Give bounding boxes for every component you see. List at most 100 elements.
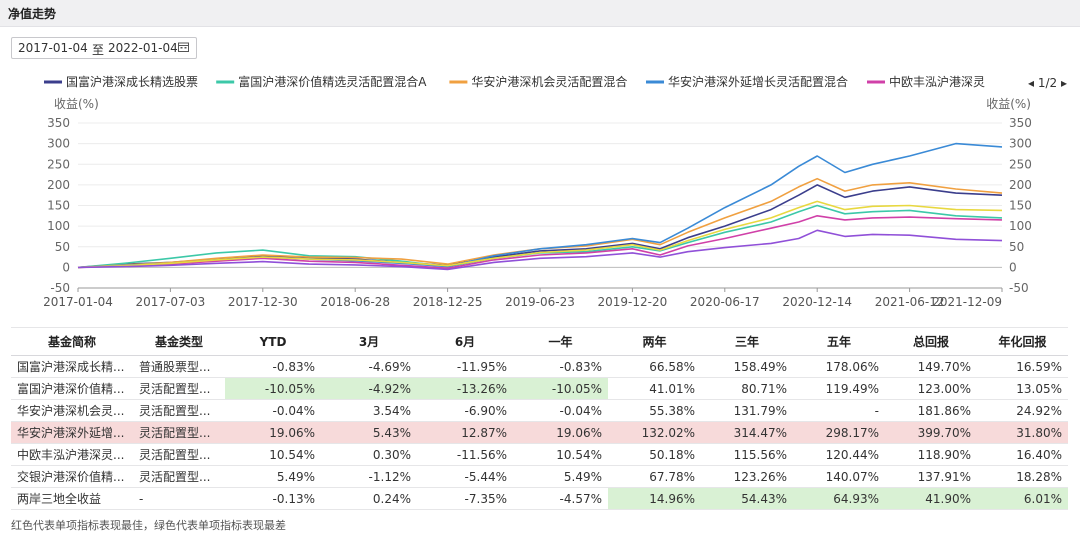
column-header[interactable]: 3月	[321, 327, 417, 356]
column-header[interactable]: 基金类型	[133, 327, 225, 356]
x-tick-label: 2017-12-30	[228, 295, 298, 309]
column-header[interactable]: 两年	[608, 327, 701, 356]
return-cell: 14.96%	[608, 487, 701, 510]
return-cell: -5.44%	[417, 465, 513, 488]
return-cell: -4.69%	[321, 355, 417, 378]
series-line	[77, 204, 1003, 269]
return-cell: 5.43%	[321, 421, 417, 444]
fund-name-cell[interactable]: 华安沪港深外延增...	[11, 421, 133, 444]
date-range-picker[interactable]: 2017-01-04 至 2022-01-04	[11, 37, 197, 59]
y-tick-label-right: 200	[1009, 178, 1032, 192]
return-cell: 118.90%	[885, 443, 977, 466]
table-row[interactable]: 国富沪港深成长精... 普通股票型... -0.83% -4.69% -11.95% -0…	[11, 355, 1068, 378]
return-cell: 3.54%	[321, 399, 417, 422]
table-row[interactable]: 富国沪港深价值精... 灵活配置型... -10.05% -4.92% -13.26% -…	[11, 377, 1068, 400]
return-cell: 41.90%	[885, 487, 977, 510]
x-tick-label: 2019-12-20	[598, 295, 668, 309]
table-row[interactable]: 华安沪港深机会灵... 灵活配置型... -0.04% 3.54% -6.90% -0.0…	[11, 399, 1068, 422]
fund-type-cell: 普通股票型...	[133, 355, 225, 378]
y-tick-label-right: 0	[1009, 260, 1017, 274]
x-tick-label: 2021-06-12	[875, 295, 945, 309]
fund-name-cell[interactable]: 交银沪港深价值精...	[11, 465, 133, 488]
y-tick-label-left: 350	[47, 116, 70, 130]
return-cell: -4.92%	[321, 377, 417, 400]
table-row[interactable]: 两岸三地全收益 - -0.13% 0.24% -7.35% -4.57% 14.96% 54.…	[11, 487, 1068, 510]
legend-label: 华安沪港深外延增长灵活配置混合	[668, 74, 848, 89]
x-tick-label: 2018-06-28	[320, 295, 390, 309]
return-cell: 123.00%	[885, 377, 977, 400]
return-cell: 24.92%	[977, 399, 1068, 422]
return-cell: 16.59%	[977, 355, 1068, 378]
y-tick-label-left: 250	[47, 157, 70, 171]
return-cell: 298.17%	[793, 421, 885, 444]
y-tick-label-right: 150	[1009, 199, 1032, 213]
legend-item: 富国沪港深价值精选灵活配置混合A	[216, 74, 427, 89]
return-cell: -10.05%	[513, 377, 608, 400]
date-range-end: 2022-01-04	[108, 41, 178, 55]
table-row[interactable]: 华安沪港深外延增... 灵活配置型... 19.06% 5.43% 12.87% 19.0…	[11, 421, 1068, 444]
return-cell: 314.47%	[701, 421, 793, 444]
return-cell: 158.49%	[701, 355, 793, 378]
return-cell: 123.26%	[701, 465, 793, 488]
return-cell: 41.01%	[608, 377, 701, 400]
fund-type-cell: -	[133, 487, 225, 510]
column-header[interactable]: 三年	[701, 327, 793, 356]
return-cell: -13.26%	[417, 377, 513, 400]
return-cell: 119.49%	[793, 377, 885, 400]
series-line	[77, 215, 1003, 269]
fund-name-cell[interactable]: 华安沪港深机会灵...	[11, 399, 133, 422]
return-cell: 140.07%	[793, 465, 885, 488]
return-cell: 19.06%	[513, 421, 608, 444]
return-cell: 10.54%	[225, 443, 321, 466]
table-row[interactable]: 中欧丰泓沪港深灵... 灵活配置型... 10.54% 0.30% -11.56% 10.…	[11, 443, 1068, 466]
return-cell: -6.90%	[417, 399, 513, 422]
return-cell: 120.44%	[793, 443, 885, 466]
legend-item: 中欧丰泓沪港深灵	[867, 74, 985, 89]
column-header[interactable]: YTD	[225, 327, 321, 356]
return-cell: 55.38%	[608, 399, 701, 422]
fund-type-cell: 灵活配置型...	[133, 421, 225, 444]
return-cell: 54.43%	[701, 487, 793, 510]
column-header[interactable]: 基金简称	[11, 327, 133, 356]
return-cell: 132.02%	[608, 421, 701, 444]
column-header[interactable]: 一年	[513, 327, 608, 356]
legend-item: 国富沪港深成长精选股票	[44, 74, 198, 89]
return-cell: 13.05%	[977, 377, 1068, 400]
fund-name-cell[interactable]: 国富沪港深成长精...	[11, 355, 133, 378]
y-tick-label-left: 50	[55, 240, 70, 254]
calendar-icon[interactable]	[178, 42, 189, 52]
y-tick-label-right: 50	[1009, 240, 1024, 254]
x-tick-label: 2020-12-14	[782, 295, 852, 309]
column-header[interactable]: 五年	[793, 327, 885, 356]
return-cell: 18.28%	[977, 465, 1068, 488]
panel-header: 净值走势	[0, 0, 1080, 27]
return-cell: -0.04%	[225, 399, 321, 422]
x-tick-label: 2018-12-25	[413, 295, 483, 309]
column-header[interactable]: 总回报	[885, 327, 977, 356]
return-cell: 131.79%	[701, 399, 793, 422]
legend-label: 中欧丰泓沪港深灵	[889, 74, 985, 89]
fund-name-cell[interactable]: 富国沪港深价值精...	[11, 377, 133, 400]
y-tick-label-left: 100	[47, 219, 70, 233]
series-line	[77, 200, 1003, 269]
x-tick-label: 2019-06-23	[505, 295, 575, 309]
y-tick-label-left: 300	[47, 137, 70, 151]
fund-name-cell[interactable]: 中欧丰泓沪港深灵...	[11, 443, 133, 466]
fund-name-cell[interactable]: 两岸三地全收益	[11, 487, 133, 510]
return-cell: 67.78%	[608, 465, 701, 488]
return-cell: -0.83%	[513, 355, 608, 378]
y-tick-label-right: 250	[1009, 157, 1032, 171]
column-header[interactable]: 年化回报	[977, 327, 1068, 356]
return-cell: 64.93%	[793, 487, 885, 510]
legend-item: 华安沪港深外延增长灵活配置混合	[646, 74, 848, 89]
return-cell: 181.86%	[885, 399, 977, 422]
legend-item: 华安沪港深机会灵活配置混合	[449, 74, 627, 89]
column-header[interactable]: 6月	[417, 327, 513, 356]
legend-next-button[interactable]: ▸	[1061, 76, 1068, 90]
return-cell: -0.83%	[225, 355, 321, 378]
legend-prev-button[interactable]: ◂	[1028, 76, 1035, 90]
y-tick-label-left: 200	[47, 178, 70, 192]
legend-page-indicator: 1/2	[1037, 76, 1058, 90]
y-tick-label-right: 100	[1009, 219, 1032, 233]
table-row[interactable]: 交银沪港深价值精... 灵活配置型... 5.49% -1.12% -5.44% 5.49…	[11, 465, 1068, 488]
